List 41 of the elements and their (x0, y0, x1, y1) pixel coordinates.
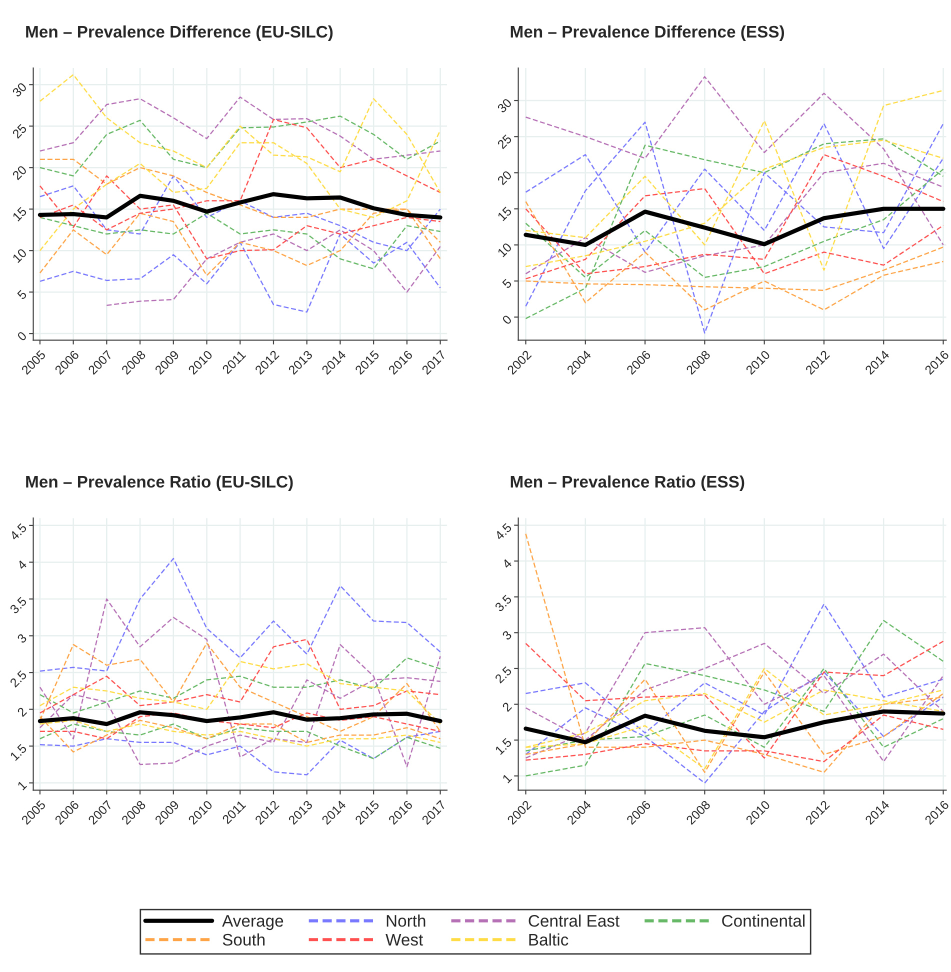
y-tick-label: 4 (502, 558, 512, 569)
y-tick-label: 20 (12, 164, 28, 180)
y-tick-label: 5 (16, 290, 28, 300)
legend-label: Average (222, 915, 284, 930)
legend-label: North (386, 914, 426, 927)
y-tick-label: 30 (12, 82, 28, 98)
chart-title: Men – Prevalence Ratio (ESS) (510, 475, 744, 491)
y-tick-label: 1.5 (494, 738, 512, 756)
y-tick-label: 2 (16, 706, 28, 717)
y-tick-label: 10 (12, 248, 28, 264)
y-tick-label: 3.5 (494, 594, 512, 612)
legend-label: Central East (528, 914, 620, 927)
y-tick-label: 30 (496, 98, 512, 114)
y-tick-label: 2.5 (494, 666, 512, 684)
y-tick-label: 4 (16, 560, 28, 570)
y-tick-label: 0 (16, 330, 28, 342)
y-tick-label: 4.5 (9, 522, 28, 541)
y-tick-label: 2.5 (9, 670, 28, 688)
y-tick-label: 3.5 (9, 596, 28, 614)
legend-label: Baltic (529, 933, 568, 946)
y-tick-label: 25 (12, 124, 28, 139)
y-tick-label: 0 (502, 314, 512, 325)
legend-label: South (222, 933, 265, 946)
y-tick-label: 4.5 (494, 522, 512, 541)
y-tick-label: 2 (502, 702, 512, 712)
y-tick-label: 3 (502, 630, 512, 641)
y-tick-label: 5 (502, 278, 512, 289)
legend-label: Continental (722, 914, 804, 927)
y-tick-label: 15 (12, 206, 28, 222)
y-tick-label: 1.5 (10, 744, 28, 762)
y-tick-label: 10 (497, 242, 512, 258)
y-tick-label: 1 (17, 780, 28, 790)
y-tick-label: 15 (497, 206, 512, 222)
chart-title: Men – Prevalence Difference (EU-SILC) (26, 25, 333, 41)
legend-label: West (386, 934, 424, 946)
chart-title: Men – Prevalence Difference (ESS) (510, 25, 784, 41)
y-tick-label: 3 (16, 633, 28, 644)
chart-title: Men – Prevalence Ratio (EU-SILC) (26, 475, 293, 491)
y-tick-label: 20 (496, 170, 512, 186)
y-tick-label: 1 (502, 773, 512, 784)
y-tick-label: 25 (496, 134, 512, 150)
